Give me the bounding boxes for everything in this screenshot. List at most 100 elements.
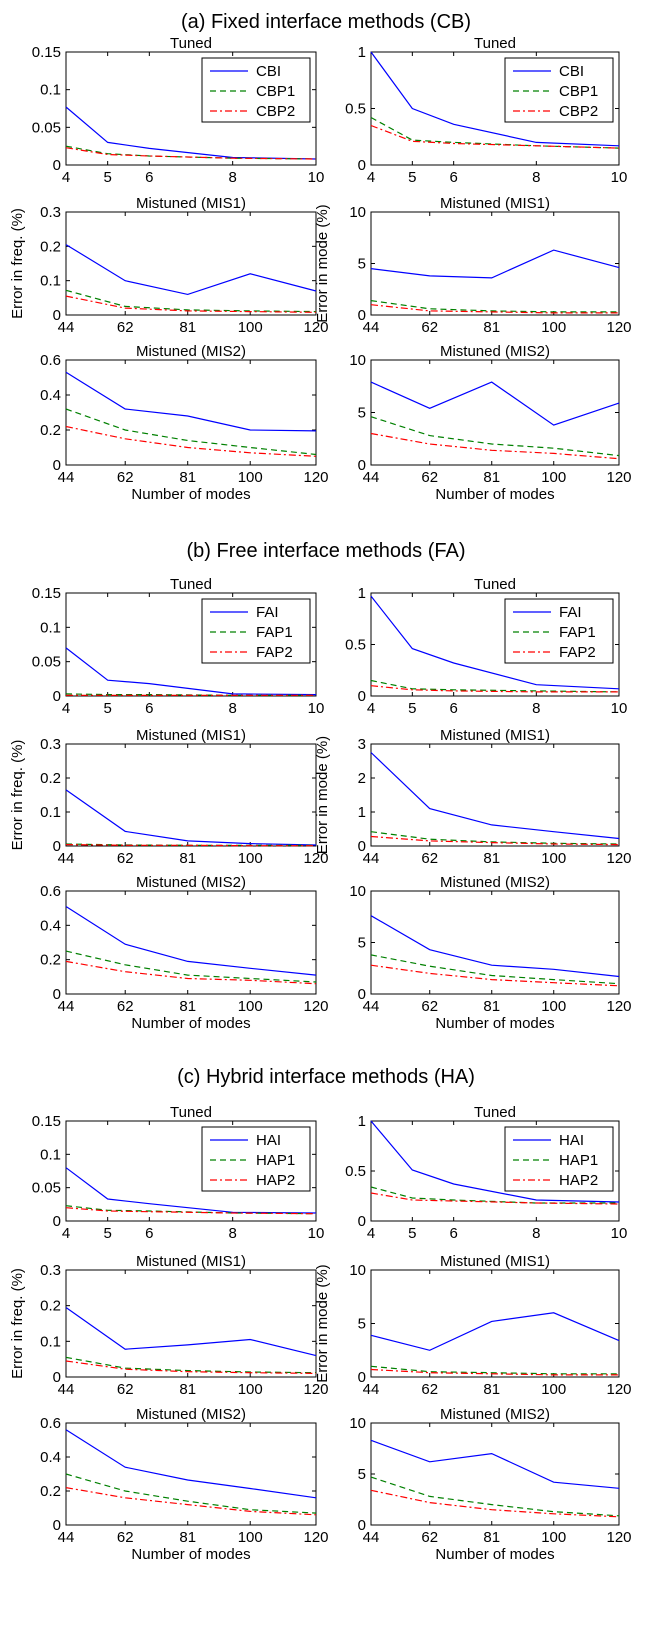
series-line-3 <box>65 147 317 160</box>
legend: FAI FAP1 FAP2 <box>504 598 614 664</box>
plot-frame <box>370 1269 620 1378</box>
x-tick-label: 6 <box>145 1225 153 1242</box>
x-tick-label: 4 <box>367 1225 375 1242</box>
x-tick-label: 81 <box>179 1529 196 1546</box>
x-tick-label: 120 <box>303 1529 328 1546</box>
y-axis-label: Error in mode (%) <box>314 204 331 322</box>
plot-frame <box>65 1422 317 1526</box>
legend-label: CBP2 <box>559 103 598 120</box>
series-line-3 <box>370 1192 620 1205</box>
plot-frame <box>65 359 317 466</box>
x-tick-label: 10 <box>611 1225 628 1242</box>
y-tick-label: 0.1 <box>40 804 61 821</box>
y-tick-label: 0 <box>53 1213 61 1230</box>
subplot-title: Mistuned (MIS2) <box>440 874 550 891</box>
x-axis-label: Number of modes <box>435 1546 554 1563</box>
x-tick-label: 100 <box>541 1381 566 1398</box>
series-line-1 <box>370 51 620 147</box>
x-tick-label: 120 <box>303 850 328 867</box>
series-line-2 <box>370 679 620 693</box>
plot-frame <box>65 743 317 847</box>
x-tick-label: 5 <box>103 700 111 717</box>
y-tick-label: 0 <box>53 1369 61 1386</box>
x-tick-label: 10 <box>611 169 628 186</box>
x-tick-label: 44 <box>58 1381 75 1398</box>
x-tick-label: 44 <box>58 319 75 336</box>
legend-label: HAI <box>256 1132 281 1149</box>
y-tick-label: 0.2 <box>40 422 61 439</box>
subplot-title: Mistuned (MIS2) <box>440 343 550 360</box>
x-tick-label: 6 <box>449 700 457 717</box>
y-tick-label: 2 <box>358 770 366 787</box>
x-tick-label: 62 <box>421 319 438 336</box>
section-title: (a) Fixed interface methods (CB) <box>181 11 471 33</box>
legend-label: HAP1 <box>559 1152 598 1169</box>
series-line-3 <box>65 844 316 847</box>
y-tick-label: 3 <box>358 736 366 753</box>
plot-frame <box>370 359 620 466</box>
series-line-3 <box>65 960 317 985</box>
y-tick-label: 10 <box>349 352 366 369</box>
subplot: Mistuned (MIS1) 44 62 81 100 120 0 1 2 3 Error in … <box>314 727 632 867</box>
series-line-3 <box>65 425 317 457</box>
x-tick-label: 120 <box>606 850 631 867</box>
y-tick-label: 0.2 <box>40 1483 61 1500</box>
series-line-2 <box>65 1356 317 1374</box>
x-tick-label: 4 <box>62 1225 70 1242</box>
x-tick-label: 81 <box>179 1381 196 1398</box>
series-line-1 <box>370 595 620 690</box>
y-tick-label: 0.05 <box>32 119 61 136</box>
series-line-1 <box>370 249 620 279</box>
subplot-title: Mistuned (MIS1) <box>136 195 246 212</box>
legend-label: CBP1 <box>256 83 295 100</box>
legend-label: CBP2 <box>256 103 295 120</box>
y-tick-label: 0 <box>358 688 366 705</box>
subplot-title: Mistuned (MIS1) <box>440 195 550 212</box>
subplot: Mistuned (MIS1) 44 62 81 100 120 0 5 10 Error in … <box>314 1253 632 1398</box>
series-line-2 <box>370 1186 619 1204</box>
y-tick-label: 0 <box>358 307 366 324</box>
x-tick-label: 5 <box>408 169 416 186</box>
x-tick-label: 4 <box>367 169 375 186</box>
x-tick-label: 8 <box>532 1225 540 1242</box>
x-tick-label: 4 <box>62 700 70 717</box>
x-tick-label: 62 <box>421 469 438 486</box>
x-tick-label: 120 <box>303 998 328 1015</box>
series-line-2 <box>65 289 317 313</box>
series-line-1 <box>370 1120 620 1203</box>
x-tick-label: 120 <box>303 1381 328 1398</box>
y-tick-label: 5 <box>358 256 366 273</box>
series-line-1 <box>65 789 317 846</box>
subplot: Tuned 4 5 6 8 10 0 0.05 0.1 0.15 HAI HAP1 HAP2 <box>32 1104 325 1242</box>
legend-label: CBI <box>256 63 281 80</box>
y-tick-label: 0 <box>53 1517 61 1534</box>
series-line-1 <box>370 752 620 840</box>
series-line-3 <box>370 304 619 314</box>
series-line-2 <box>370 416 620 457</box>
series-line-2 <box>65 950 317 983</box>
series-line-1 <box>65 1307 317 1357</box>
x-tick-label: 44 <box>363 850 380 867</box>
series-line-1 <box>65 647 317 696</box>
y-tick-label: 0 <box>358 1213 366 1230</box>
x-tick-label: 81 <box>483 469 500 486</box>
y-axis-label: Error in freq. (%) <box>9 1268 26 1379</box>
legend: HAI HAP1 HAP2 <box>201 1126 311 1192</box>
subplot-title: Tuned <box>474 1104 516 1121</box>
x-axis-label: Number of modes <box>131 1015 250 1032</box>
x-tick-label: 81 <box>179 998 196 1015</box>
x-tick-label: 62 <box>117 1529 134 1546</box>
x-tick-label: 62 <box>117 1381 134 1398</box>
subplot-title: Mistuned (MIS1) <box>136 1253 246 1270</box>
x-tick-label: 5 <box>408 1225 416 1242</box>
legend-label: FAI <box>559 604 582 621</box>
legend-label: FAI <box>256 604 279 621</box>
x-tick-label: 81 <box>179 319 196 336</box>
series-line-3 <box>370 124 620 149</box>
plot-frame <box>65 51 317 166</box>
subplot-title: Mistuned (MIS1) <box>440 1253 550 1270</box>
series-line-3 <box>65 295 317 313</box>
x-tick-label: 120 <box>606 1529 631 1546</box>
x-tick-label: 81 <box>483 998 500 1015</box>
